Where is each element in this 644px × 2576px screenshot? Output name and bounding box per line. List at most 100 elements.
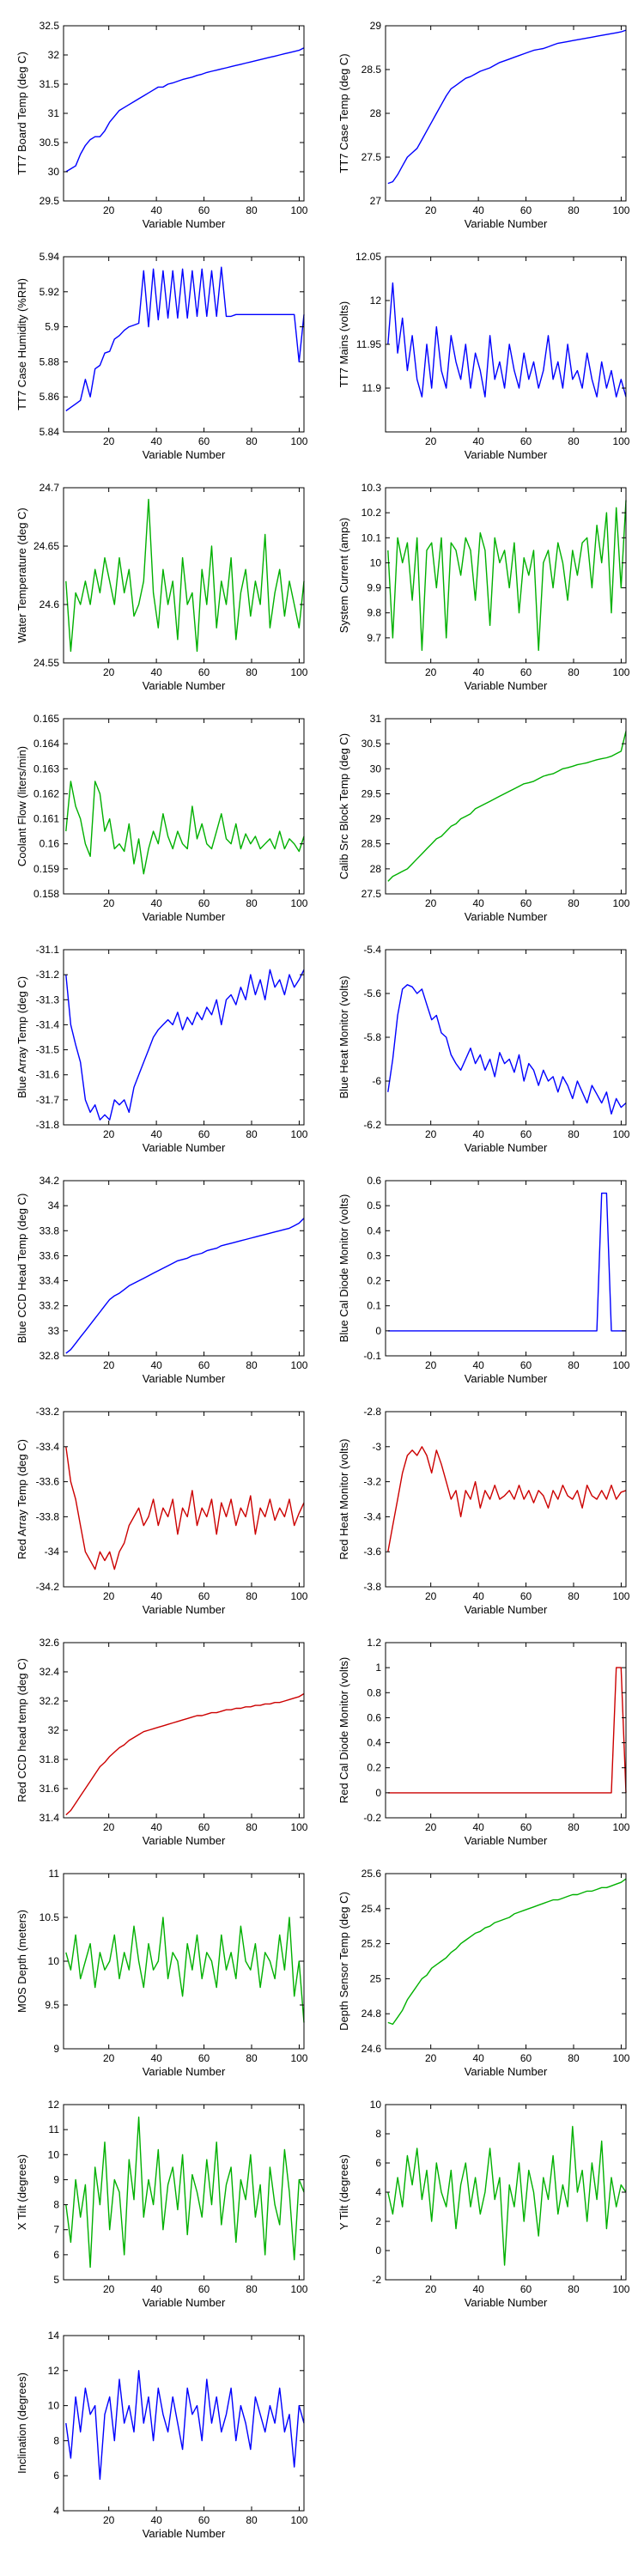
x-tick-label: 100 [290,435,307,447]
y-tick-label: 31 [48,107,60,119]
x-axis-label: Variable Number [465,679,548,692]
x-tick-label: 40 [472,435,484,447]
series-line [65,1446,305,1571]
y-axis-label: Inclination (degrees) [15,2372,28,2474]
y-tick-label: 10.2 [361,507,382,519]
x-tick-label: 20 [425,1821,437,1833]
chart-panel-19: 20 40 60 80 100 5 6 7 8 9 10 11 12 Variable Number X T… [15,2099,308,2309]
x-tick-label: 40 [472,204,484,216]
chart-panel-10: 20 40 60 80 100 -6.2 -6 -5.8 -5.6 -5.4 Variable Nu… [337,944,630,1154]
x-tick-label: 60 [520,897,532,909]
x-tick-label: 40 [472,1590,484,1602]
x-tick-label: 80 [568,2283,580,2295]
y-tick-label: 31.6 [39,1783,60,1795]
y-tick-label: 33.6 [39,1249,60,1261]
y-tick-label: 0.165 [33,713,59,725]
y-tick-label: 0.1 [367,1300,381,1312]
x-tick-label: 40 [472,1128,484,1140]
x-tick-label: 100 [290,2514,307,2526]
y-tick-label: 0 [375,1787,381,1799]
x-tick-label: 40 [472,897,484,909]
y-tick-label: 10.3 [361,482,382,494]
y-tick-label: 12 [48,2099,60,2111]
series-line [387,29,627,185]
chart-panel-6: 20 40 60 80 100 9.7 9.8 9.9 10 10.1 10.2 10.3 Variab… [337,482,630,692]
y-tick-label: 4 [375,2186,381,2198]
series-line [65,969,305,1121]
y-tick-label: 10.5 [39,1911,60,1923]
x-axis-label: Variable Number [143,2527,226,2540]
y-tick-label: 32 [48,1724,60,1736]
chart-panel-1: 20 40 60 80 100 29.5 30 30.5 31 31.5 32 32.5 Variabl… [15,20,308,230]
y-tick-label: 30 [48,166,60,178]
x-tick-label: 20 [425,204,437,216]
y-tick-label: 9.8 [367,607,381,619]
y-tick-label: 10 [48,2148,60,2160]
x-tick-label: 80 [568,1590,580,1602]
y-tick-label: 0.2 [367,1762,381,1774]
plot-frame [385,1642,627,1819]
y-tick-label: -31.6 [36,1069,60,1081]
chart-panel-14: 20 40 60 80 100 -3.8 -3.6 -3.4 -3.2 -3 -2.8 Variabl… [337,1406,630,1616]
y-tick-label: -5.8 [363,1031,381,1043]
y-tick-label: 33.8 [39,1224,60,1236]
y-tick-label: -2.8 [363,1406,381,1418]
y-tick-label: 5.92 [39,286,60,298]
y-tick-label: 8 [53,2434,59,2446]
y-tick-label: 28.5 [361,838,382,850]
plot-frame [63,949,305,1126]
y-tick-label: 9 [53,2173,59,2185]
x-axis-label: Variable Number [143,1372,226,1385]
y-tick-label: 24.6 [39,598,60,611]
plot-frame [63,1180,305,1357]
y-tick-label: 25.2 [361,1938,382,1950]
x-tick-label: 40 [150,1128,162,1140]
x-tick-label: 60 [198,1590,210,1602]
plot-frame [63,1411,305,1588]
x-tick-label: 20 [425,2283,437,2295]
x-tick-label: 100 [612,1128,629,1140]
y-tick-label: 10 [370,556,382,568]
x-tick-label: 100 [290,204,307,216]
x-tick-label: 20 [103,1821,115,1833]
x-tick-label: 100 [612,2283,629,2295]
y-tick-label: -31.1 [36,944,60,956]
y-axis-label: Coolant Flow (liters/min) [15,746,28,866]
plot-frame [63,25,305,202]
plot-frame [385,487,627,664]
y-axis-label: MOS Depth (meters) [15,1910,28,2013]
x-tick-label: 40 [472,1359,484,1371]
x-tick-label: 20 [103,2283,115,2295]
y-tick-label: 11 [49,1868,60,1880]
chart-panel-15: 20 40 60 80 100 31.4 31.6 31.8 32 32.2 32.4 32.6 Var… [15,1637,308,1847]
plot-frame [385,25,627,202]
y-tick-label: 32.8 [39,1350,60,1362]
y-tick-label: 5 [53,2274,59,2286]
y-tick-label: 32.6 [39,1637,60,1649]
y-tick-label: 7 [53,2224,59,2236]
x-axis-label: Variable Number [465,1834,548,1847]
x-tick-label: 60 [198,897,210,909]
y-tick-label: 10 [48,2400,60,2412]
y-tick-label: 10 [48,1955,60,1967]
series-line [65,47,305,173]
x-tick-label: 20 [425,897,437,909]
chart-panel-3: 20 40 60 80 100 5.84 5.86 5.88 5.9 5.92 5.94 Variab… [15,251,308,461]
x-axis-label: Variable Number [465,1141,548,1154]
x-tick-label: 20 [425,435,437,447]
x-tick-label: 60 [198,2052,210,2064]
x-tick-label: 100 [290,1359,307,1371]
x-tick-label: 20 [103,897,115,909]
y-tick-label: -33.6 [36,1476,60,1488]
chart-panel-13: 20 40 60 80 100 -34.2 -34 -33.8 -33.6 -33.4 -33.2 V… [15,1406,308,1616]
plot-frame [385,256,627,433]
y-tick-label: 0.158 [33,888,59,900]
y-tick-label: 5.86 [39,391,60,403]
y-tick-label: -3.2 [363,1476,381,1488]
x-tick-label: 80 [246,2052,258,2064]
y-tick-label: 8 [53,2199,59,2211]
x-tick-label: 100 [612,1590,629,1602]
chart-panel-5: 20 40 60 80 100 24.55 24.6 24.65 24.7 Variable Nu… [15,482,308,692]
y-tick-label: 9.7 [367,632,381,644]
x-tick-label: 100 [612,897,629,909]
